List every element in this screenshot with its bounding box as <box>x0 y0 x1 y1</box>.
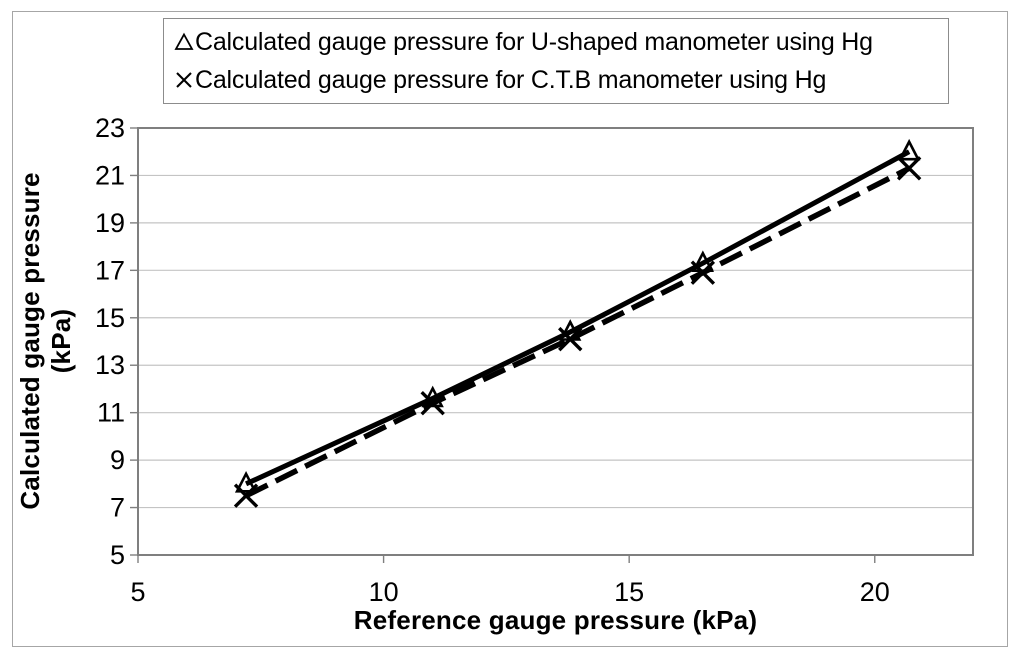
legend-label-ctb: Calculated gauge pressure for C.T.B mano… <box>195 65 827 94</box>
legend-item-ctb: Calculated gauge pressure for C.T.B mano… <box>173 62 948 98</box>
series-line-ctb <box>244 165 911 499</box>
marker-x <box>690 260 716 285</box>
x-axis-title: Reference gauge pressure (kPa) <box>353 605 758 635</box>
marker-triangle <box>898 138 921 161</box>
marker-triangle <box>234 470 258 493</box>
marker-x <box>558 326 583 352</box>
series-line-u-shaped <box>245 149 911 487</box>
legend-item-u-shaped: Calculated gauge pressure for U-shaped m… <box>173 24 948 60</box>
figure-border <box>12 11 1008 647</box>
plot-border <box>137 127 974 556</box>
x-tick-label: 15 <box>614 577 644 607</box>
marker-x <box>420 390 445 416</box>
x-tick-label: 10 <box>369 577 399 607</box>
y-axis-title-line2: (kPa) <box>45 308 76 374</box>
legend: Calculated gauge pressure for U-shaped m… <box>163 18 949 104</box>
x-marker-icon <box>176 72 192 88</box>
y-tick-label: 17 <box>95 255 125 285</box>
y-tick-label: 21 <box>95 160 125 190</box>
y-tick-label: 11 <box>97 398 125 428</box>
marker-x <box>896 156 922 181</box>
marker-x <box>233 483 259 508</box>
y-tick-label: 5 <box>110 540 125 570</box>
y-tick-label: 9 <box>110 445 125 475</box>
x-tick-label: 20 <box>860 577 890 607</box>
y-tick-label: 13 <box>95 350 125 380</box>
legend-label-u-shaped: Calculated gauge pressure for U-shaped m… <box>195 27 873 56</box>
y-tick-label: 19 <box>95 208 125 238</box>
y-axis-title-line1: Calculated gauge pressure <box>15 172 45 510</box>
x-tick-label: 5 <box>130 577 145 607</box>
y-tick-label: 23 <box>95 113 125 143</box>
y-tick-label: 15 <box>95 303 125 333</box>
y-axis-title: Calculated gauge pressure (kPa) <box>15 128 79 555</box>
y-tick-label: 7 <box>110 493 125 523</box>
triangle-marker-icon <box>174 32 194 50</box>
